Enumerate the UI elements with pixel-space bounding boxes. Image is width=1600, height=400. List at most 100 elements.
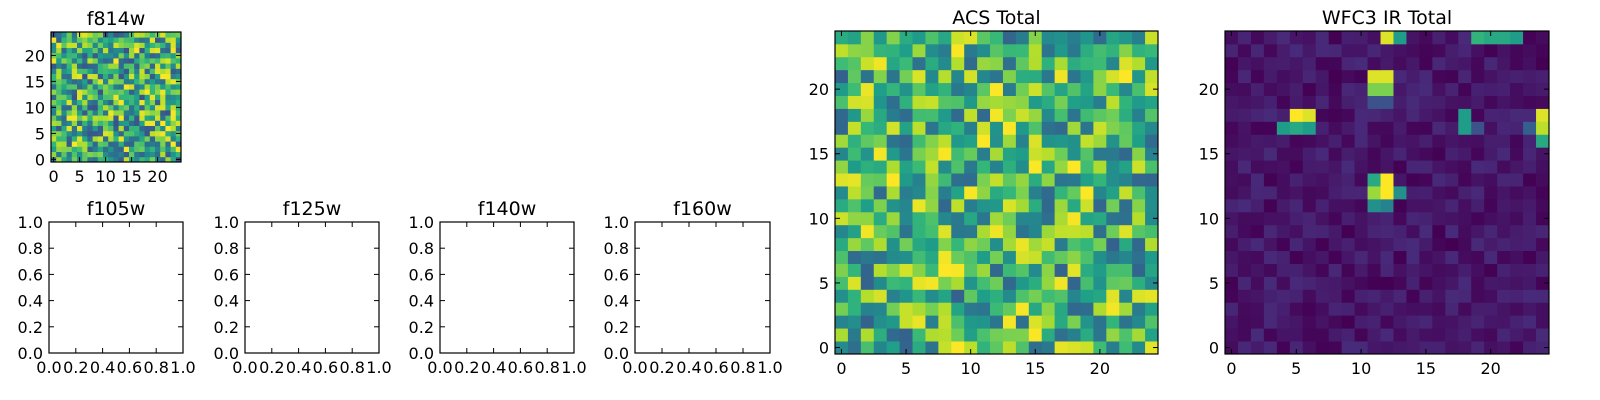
heatmap-cell (886, 69, 900, 84)
heatmap-cell (144, 42, 151, 48)
heatmap-cell (87, 130, 93, 137)
heatmap-cell (1132, 276, 1146, 290)
heatmap-cell (1419, 43, 1433, 58)
heatmap-cell (835, 186, 849, 200)
heatmap-cell (77, 89, 83, 95)
heatmap-cell (1106, 108, 1120, 122)
heatmap-cell (1471, 43, 1485, 58)
heatmap-cell (82, 130, 88, 137)
heatmap-cell (123, 37, 130, 43)
heatmap-cell (113, 89, 119, 95)
heatmap-cell (144, 47, 151, 54)
heatmap-cell (1225, 328, 1239, 342)
heatmap-cell (938, 56, 952, 71)
heatmap-cell (66, 37, 73, 43)
heatmap-cell (56, 73, 62, 80)
heatmap-cell (77, 78, 83, 85)
heatmap-cell (82, 146, 88, 152)
heatmap-cell (990, 341, 1004, 355)
heatmap-cell (1119, 302, 1133, 316)
heatmap-cell (1041, 108, 1056, 122)
heatmap-cell (1106, 173, 1120, 187)
heatmap-cell (123, 68, 130, 74)
heatmap-cell (1432, 95, 1446, 109)
heatmap-cell (860, 147, 875, 161)
heatmap-cell (1484, 224, 1498, 239)
x-tick-label: 0.8 (143, 358, 168, 377)
heatmap-cell (1341, 315, 1355, 329)
heatmap-cell (1406, 263, 1420, 277)
heatmap-cell (61, 130, 67, 137)
heatmap-cell (71, 130, 78, 137)
heatmap-cell (1484, 186, 1498, 200)
heatmap-cell (134, 120, 140, 126)
heatmap-cell (1015, 211, 1030, 226)
heatmap-cell (97, 94, 104, 100)
heatmap-cell (1393, 31, 1407, 45)
heatmap-cell (899, 289, 913, 303)
heatmap-cell (925, 276, 939, 290)
heatmap-cell (1341, 69, 1355, 84)
heatmap-cell (938, 302, 952, 316)
y-tick-label: 5 (1209, 274, 1219, 293)
heatmap-cell (123, 84, 130, 90)
heatmap-cell (51, 47, 57, 54)
heatmap-cell (1250, 224, 1265, 239)
heatmap-cell (925, 186, 939, 200)
heatmap-cell (139, 136, 145, 142)
heatmap-cell (1002, 31, 1017, 45)
heatmap-cell (1054, 108, 1068, 122)
heatmap-cell (1523, 173, 1537, 187)
y-tick-label: 0.4 (18, 292, 43, 311)
heatmap-cell (97, 73, 104, 80)
heatmap-cell (123, 52, 130, 59)
heatmap-cell (1028, 302, 1043, 316)
heatmap-cell (899, 211, 913, 226)
heatmap-cell (82, 73, 88, 80)
heatmap-cell (108, 130, 114, 137)
heatmap-cell (134, 32, 140, 38)
heatmap-cell (1341, 302, 1355, 316)
heatmap-cell (165, 58, 171, 64)
heatmap-cell (149, 52, 156, 59)
heatmap-cell (71, 120, 78, 126)
heatmap-cell (1276, 302, 1291, 316)
heatmap-cell (1015, 341, 1030, 355)
heatmap-cell (1523, 82, 1537, 96)
heatmap-cell (1419, 315, 1433, 329)
heatmap-cell (1536, 56, 1550, 71)
heatmap-cell (103, 141, 109, 147)
heatmap-cell (1393, 173, 1407, 187)
heatmap-cell (1380, 147, 1394, 161)
heatmap-cell (951, 289, 965, 303)
heatmap-cell (1497, 315, 1511, 329)
heatmap-cell (113, 141, 119, 147)
heatmap-cell (1510, 315, 1524, 329)
heatmap-cell (1015, 173, 1030, 187)
x-tick-label: 0.2 (454, 358, 479, 377)
heatmap-cell (165, 146, 171, 152)
heatmap-cell (951, 134, 965, 148)
y-tick-label: 0 (1209, 339, 1219, 358)
heatmap-cell (1393, 263, 1407, 277)
heatmap-cell (97, 115, 104, 121)
heatmap-cell (165, 47, 171, 54)
heatmap-cell (1484, 250, 1498, 264)
heatmap-cell (925, 82, 939, 96)
heatmap-cell (1354, 302, 1368, 316)
heatmap-cell (1276, 224, 1291, 239)
heatmap-cell (951, 186, 965, 200)
heatmap-cell (108, 136, 114, 142)
heatmap-cell (835, 43, 849, 58)
heatmap-cell (1263, 121, 1278, 135)
heatmap-cell (886, 341, 900, 355)
heatmap-cell (951, 108, 965, 122)
heatmap-cell (990, 134, 1004, 148)
heatmap-cell (990, 328, 1004, 342)
heatmap-cell (1225, 160, 1239, 174)
heatmap-cell (1106, 211, 1120, 226)
heatmap-cell (977, 328, 991, 342)
heatmap-cell (886, 186, 900, 200)
heatmap-cell (1302, 276, 1317, 290)
heatmap-cell (1484, 173, 1498, 187)
